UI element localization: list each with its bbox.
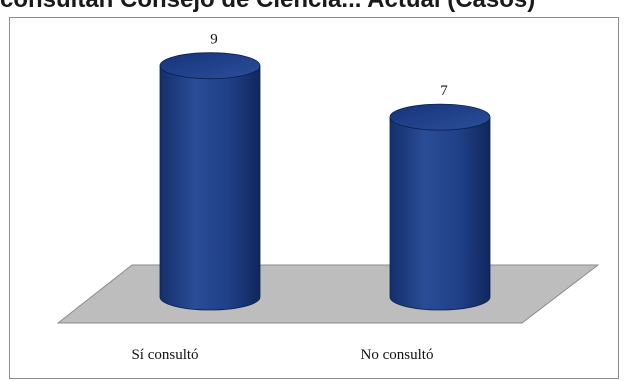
- chart-frame: [9, 17, 619, 379]
- chart-floor: [56, 264, 600, 324]
- chart-title: consultan Consejo de Ciencia... Actual (…: [0, 0, 628, 15]
- bar-1: [159, 52, 261, 311]
- bar-body-2: [389, 117, 491, 311]
- category-label-1: Sí consultó: [131, 347, 198, 363]
- bar-2: [389, 103, 491, 311]
- bar-top-2: [389, 103, 491, 131]
- data-label-1: 9: [210, 32, 218, 48]
- category-label-2: No consultó: [361, 347, 434, 363]
- bar-body-1: [159, 65, 261, 311]
- bar-top-1: [159, 52, 261, 80]
- data-label-2: 7: [440, 83, 448, 99]
